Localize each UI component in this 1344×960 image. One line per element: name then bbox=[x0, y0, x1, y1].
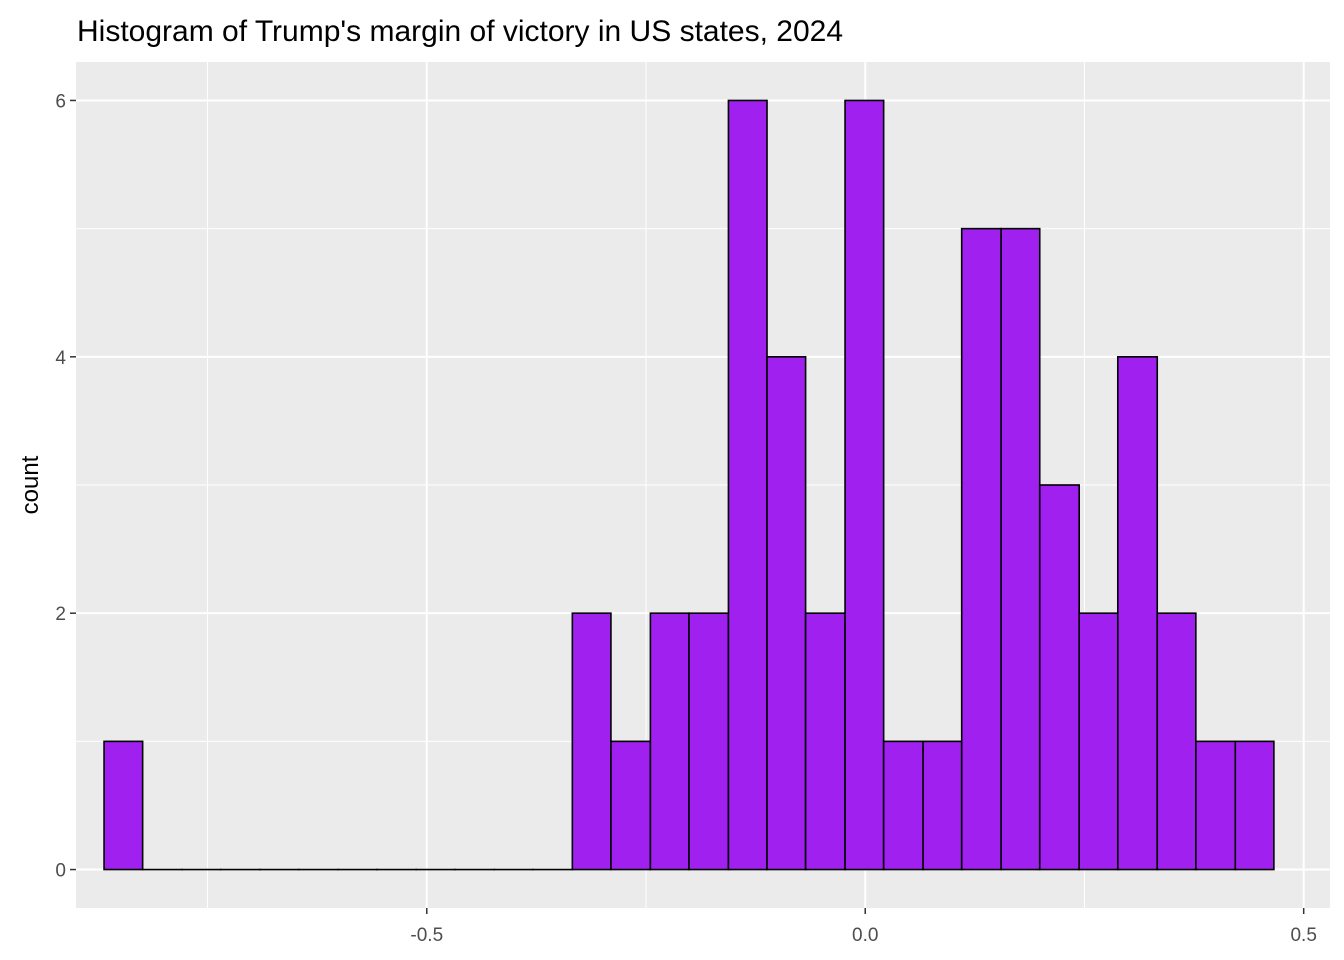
histogram-bar bbox=[1038, 484, 1080, 871]
histogram-bar bbox=[1156, 612, 1197, 871]
histogram-bar bbox=[1116, 356, 1159, 871]
histogram-bar bbox=[844, 99, 885, 871]
histogram-bar bbox=[688, 612, 730, 871]
histogram-bar bbox=[571, 612, 612, 871]
histogram-bar bbox=[103, 740, 144, 871]
x-axis: -0.5 0.0 0.5 bbox=[410, 908, 1317, 946]
histogram-bar bbox=[1078, 612, 1119, 871]
histogram-bar bbox=[960, 227, 1002, 871]
histogram-bar bbox=[766, 356, 807, 871]
histogram-bar bbox=[882, 740, 924, 871]
histogram-bar bbox=[610, 740, 652, 871]
x-tick-label: 0.0 bbox=[852, 925, 878, 946]
chart-title: Histogram of Trump's margin of victory i… bbox=[77, 15, 843, 48]
histogram-bar bbox=[804, 612, 846, 871]
y-tick-label: 4 bbox=[55, 348, 66, 369]
histogram-bars bbox=[103, 99, 1275, 871]
histogram-bar bbox=[727, 99, 768, 871]
histogram-bar bbox=[1234, 740, 1275, 871]
y-axis-label: count bbox=[17, 455, 44, 514]
x-tick-label: 0.5 bbox=[1290, 925, 1316, 946]
y-tick-label: 6 bbox=[55, 91, 66, 112]
histogram-bar bbox=[649, 612, 690, 871]
histogram-bar bbox=[1000, 227, 1041, 871]
histogram-bar bbox=[922, 740, 963, 871]
x-tick-label: -0.5 bbox=[410, 925, 443, 946]
y-axis: 0 2 4 6 bbox=[55, 91, 76, 882]
histogram-bar bbox=[1195, 740, 1237, 871]
y-tick-label: 0 bbox=[55, 861, 66, 882]
y-tick-label: 2 bbox=[55, 604, 66, 625]
